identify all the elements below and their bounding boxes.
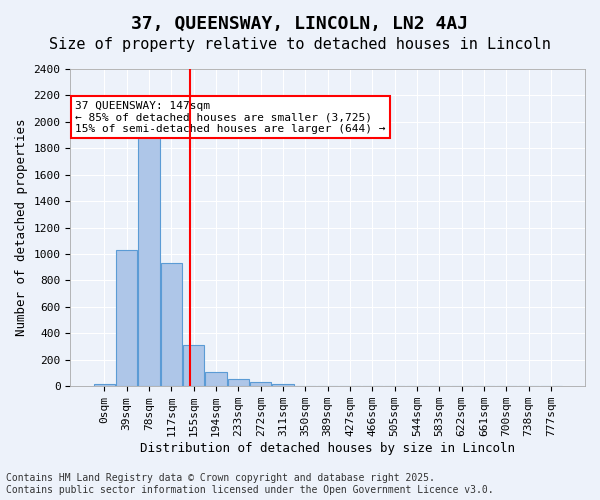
- Text: Contains HM Land Registry data © Crown copyright and database right 2025.
Contai: Contains HM Land Registry data © Crown c…: [6, 474, 494, 495]
- Bar: [161, 264, 182, 386]
- X-axis label: Distribution of detached houses by size in Lincoln: Distribution of detached houses by size …: [140, 442, 515, 455]
- Text: 37 QUEENSWAY: 147sqm
← 85% of detached houses are smaller (3,725)
15% of semi-de: 37 QUEENSWAY: 147sqm ← 85% of detached h…: [76, 100, 386, 134]
- Bar: [272, 384, 293, 386]
- Bar: [183, 345, 204, 386]
- Bar: [227, 379, 249, 386]
- Bar: [116, 250, 137, 386]
- Bar: [250, 382, 271, 386]
- Bar: [139, 132, 160, 386]
- Text: Size of property relative to detached houses in Lincoln: Size of property relative to detached ho…: [49, 38, 551, 52]
- Bar: [94, 384, 115, 386]
- Bar: [205, 372, 227, 386]
- Y-axis label: Number of detached properties: Number of detached properties: [15, 119, 28, 336]
- Text: 37, QUEENSWAY, LINCOLN, LN2 4AJ: 37, QUEENSWAY, LINCOLN, LN2 4AJ: [131, 15, 469, 33]
